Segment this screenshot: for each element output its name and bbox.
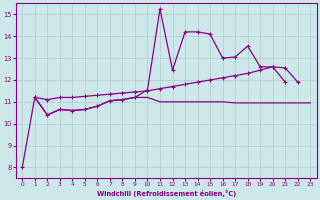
X-axis label: Windchill (Refroidissement éolien,°C): Windchill (Refroidissement éolien,°C)	[97, 190, 236, 197]
